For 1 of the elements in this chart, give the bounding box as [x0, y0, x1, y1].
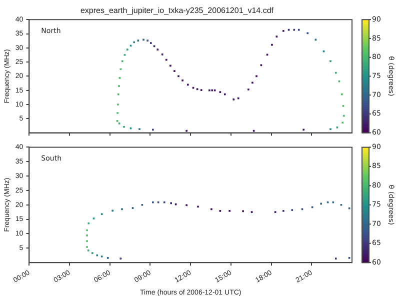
- chart-title: expres_earth_jupiter_io_txka-y235_20061201_v14.cdf: [80, 6, 274, 16]
